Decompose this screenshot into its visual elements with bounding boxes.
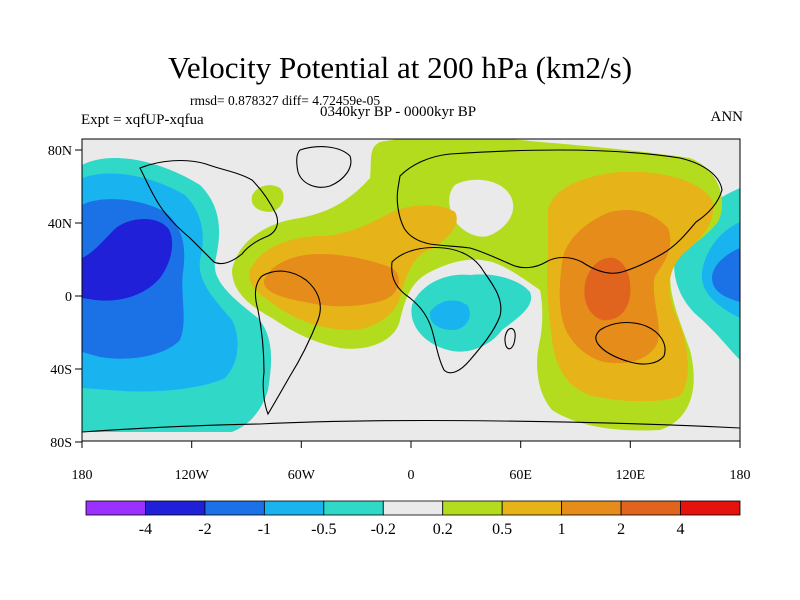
colorbar-label: 4	[677, 521, 685, 538]
period-label: 0340kyr BP - 0000kyr BP	[320, 104, 477, 120]
atlantic-darkorange-region	[263, 254, 399, 307]
map-plot	[82, 139, 740, 441]
colorbar-label: -1	[258, 521, 271, 538]
colorbar-label: -0.2	[371, 521, 396, 538]
colorbar-label: 2	[617, 521, 625, 538]
y-tick-label: 0	[65, 290, 72, 305]
colorbar-label: -4	[139, 521, 152, 538]
eurasia-coastline	[396, 149, 723, 274]
africa-cyan-region	[411, 274, 532, 352]
colorbar-box	[501, 500, 563, 516]
colorbar-box	[680, 500, 741, 516]
greenland-coastline	[296, 146, 352, 188]
coastlines	[82, 146, 740, 433]
antarctica-coastline	[82, 419, 740, 433]
colorbar-label: -2	[198, 521, 211, 538]
colorbar: -4 -2 -1 -0.5 -0.2 0.2 0.5 1 2 4	[85, 500, 741, 538]
x-tick-label: 120E	[616, 468, 646, 483]
x-tick-label: 0	[408, 468, 415, 483]
x-tick-label: 180	[72, 468, 93, 483]
y-tick-label: 80N	[48, 144, 72, 159]
y-tick-label: 40S	[50, 363, 72, 378]
colorbar-label: -0.5	[311, 521, 336, 538]
east-pacific-blue-region	[712, 248, 740, 302]
stats-line: rmsd= 0.878327 diff= 4.72459e-05	[190, 93, 381, 108]
pacific-darkblue-region	[82, 218, 173, 301]
season-label: ANN	[710, 109, 744, 125]
australia-coastline	[595, 321, 666, 365]
colorbar-box	[85, 500, 146, 516]
x-tick-label: 60W	[288, 468, 316, 483]
colorbar-label: 1	[558, 521, 566, 538]
colorbar-box	[382, 500, 444, 516]
y-tick-label: 40N	[48, 217, 72, 232]
colorbar-box	[620, 500, 681, 516]
arctic-neutral-hole	[449, 179, 514, 237]
colorbar-box	[561, 500, 622, 516]
x-tick-label: 180	[730, 468, 751, 483]
map-title: Velocity Potential at 200 hPa (km2/s)	[167, 50, 633, 85]
colorbar-label: 0.5	[492, 521, 512, 538]
colorbar-box	[263, 500, 325, 516]
north-america-coastline	[139, 160, 279, 265]
colorbar-box	[323, 500, 384, 516]
maritime-continent-redorange-core	[584, 257, 631, 321]
x-tick-label: 60E	[509, 468, 532, 483]
experiment-label: Expt = xqfUP-xqfua	[81, 112, 204, 128]
south-america-coastline	[254, 270, 321, 416]
colorbar-box	[204, 500, 265, 516]
madagascar-coastline	[504, 327, 516, 350]
africa-coastline	[391, 246, 502, 374]
colorbar-box	[442, 500, 503, 516]
x-tick-label: 120W	[175, 468, 210, 483]
axis-tick-marks	[75, 149, 741, 448]
colorbar-label: 0.2	[433, 521, 453, 538]
y-tick-label: 80S	[50, 436, 72, 451]
africa-lightblue-region	[429, 300, 470, 330]
colorbar-box	[145, 500, 206, 516]
